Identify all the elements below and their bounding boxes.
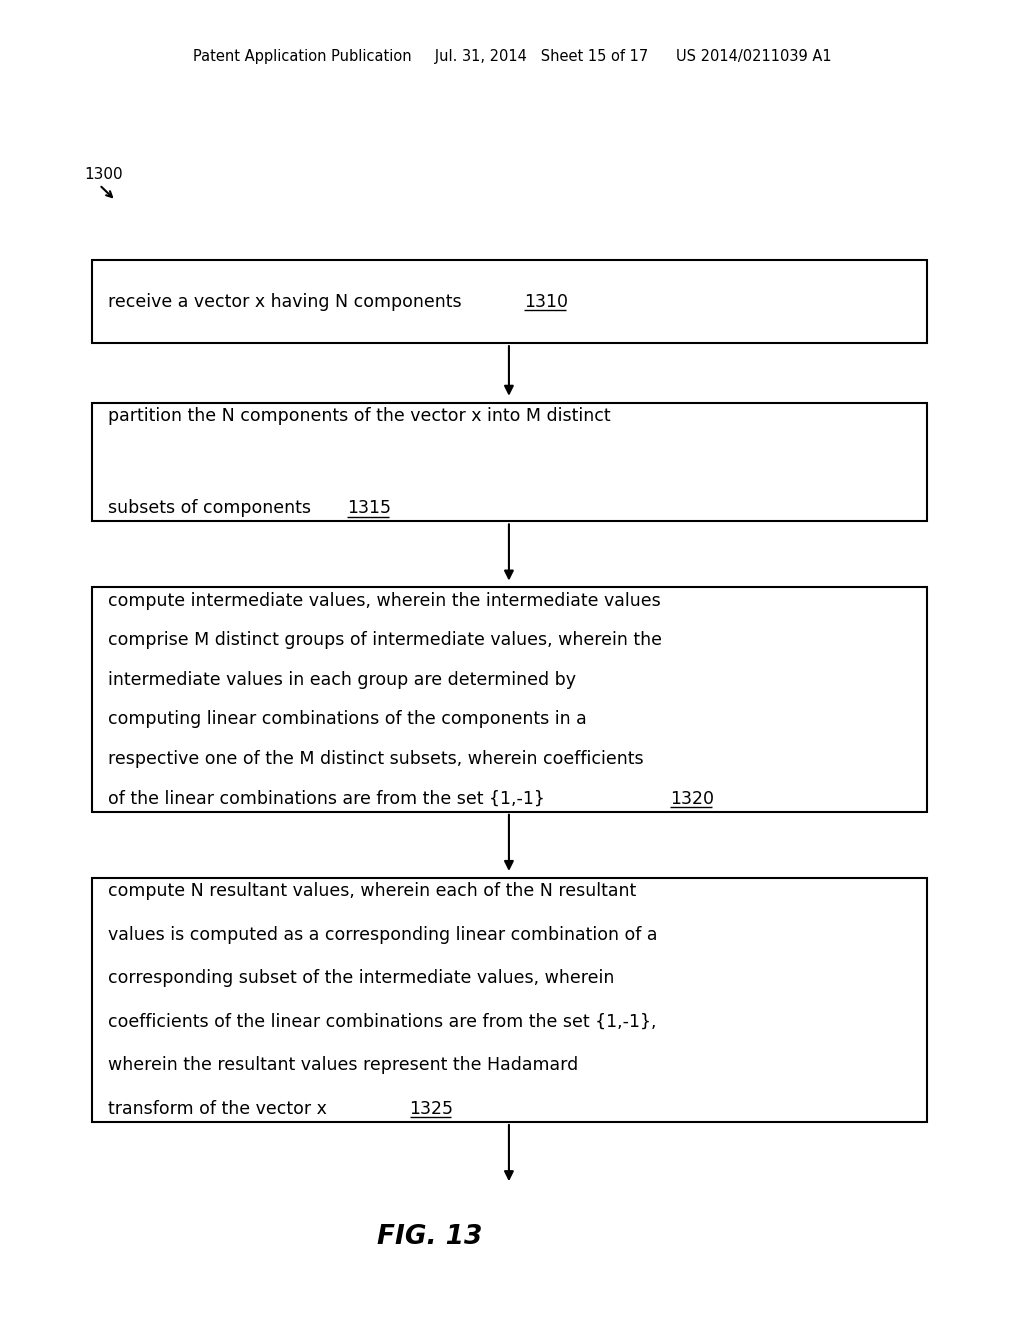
Text: partition the N components of the vector x into M distinct: partition the N components of the vector… [108,407,610,425]
Text: computing linear combinations of the components in a: computing linear combinations of the com… [108,710,587,729]
Text: transform of the vector x: transform of the vector x [108,1100,348,1118]
Text: corresponding subset of the intermediate values, wherein: corresponding subset of the intermediate… [108,969,614,987]
Text: comprise M distinct groups of intermediate values, wherein the: comprise M distinct groups of intermedia… [108,631,662,649]
FancyBboxPatch shape [92,403,927,521]
Text: subsets of components: subsets of components [108,499,322,517]
Text: FIG. 13: FIG. 13 [378,1224,482,1250]
Text: 1320: 1320 [670,789,714,808]
Text: 1325: 1325 [410,1100,454,1118]
Text: intermediate values in each group are determined by: intermediate values in each group are de… [108,671,575,689]
Text: respective one of the M distinct subsets, wherein coefficients: respective one of the M distinct subsets… [108,750,643,768]
Text: compute intermediate values, wherein the intermediate values: compute intermediate values, wherein the… [108,591,660,610]
Text: 1310: 1310 [524,293,568,310]
Text: coefficients of the linear combinations are from the set {1,-1},: coefficients of the linear combinations … [108,1012,656,1031]
FancyBboxPatch shape [92,260,927,343]
Text: compute N resultant values, wherein each of the N resultant: compute N resultant values, wherein each… [108,882,636,900]
Text: 1315: 1315 [347,499,391,517]
Text: values is computed as a corresponding linear combination of a: values is computed as a corresponding li… [108,925,657,944]
Text: Patent Application Publication     Jul. 31, 2014   Sheet 15 of 17      US 2014/0: Patent Application Publication Jul. 31, … [193,49,831,65]
Text: of the linear combinations are from the set {1,-1}: of the linear combinations are from the … [108,789,566,808]
Text: wherein the resultant values represent the Hadamard: wherein the resultant values represent t… [108,1056,578,1074]
FancyBboxPatch shape [92,878,927,1122]
Text: 1300: 1300 [84,166,123,182]
FancyBboxPatch shape [92,587,927,812]
Text: receive a vector x having N components: receive a vector x having N components [108,293,472,310]
